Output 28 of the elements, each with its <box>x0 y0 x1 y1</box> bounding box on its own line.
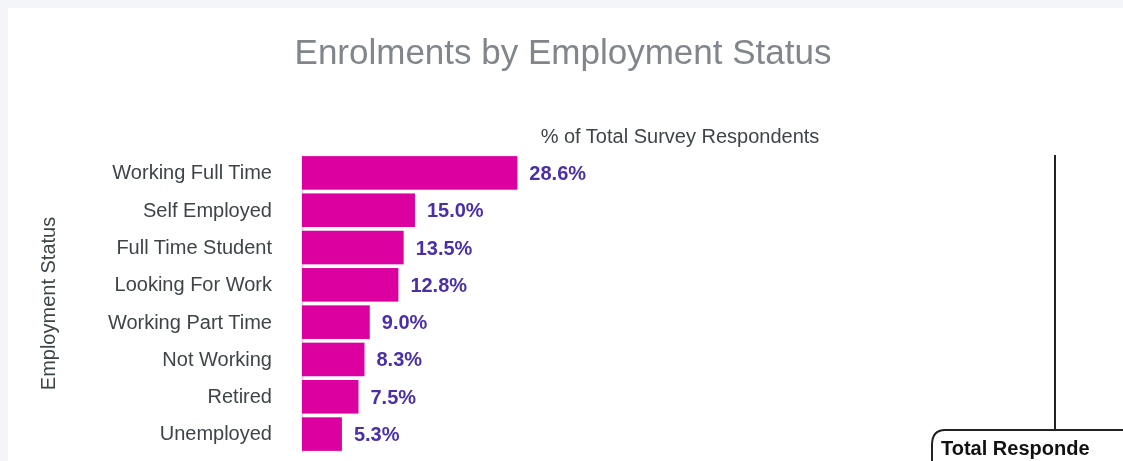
bar <box>302 305 370 339</box>
y-tick-label: Full Time Student <box>116 235 273 258</box>
bar <box>302 193 415 228</box>
y-axis-title: Employment Status <box>37 216 59 391</box>
annotation: Total Responde <box>941 437 1090 459</box>
y-tick-label: Retired <box>207 385 272 408</box>
y-tick-label: Working Part Time <box>107 310 272 333</box>
y-tick-label: Looking For Work <box>114 273 273 296</box>
data-label: 15.0% <box>426 199 484 222</box>
data-label: 7.5% <box>370 385 417 408</box>
bar <box>302 342 365 377</box>
x-axis-title: % of Total Survey Respondents <box>540 125 820 147</box>
data-label: 5.3% <box>353 423 400 446</box>
bar <box>302 417 342 451</box>
y-tick-label: Unemployed <box>159 422 272 445</box>
y-tick-label: Self Employed <box>143 198 272 221</box>
bar <box>302 268 399 302</box>
chart-title: Enrolments by Employment Status <box>294 32 832 71</box>
data-label: 13.5% <box>415 236 473 259</box>
data-label: 9.0% <box>381 311 428 334</box>
bar <box>302 156 518 190</box>
data-label: 28.6% <box>529 161 587 184</box>
bar <box>302 379 359 414</box>
y-tick-label: Not Working <box>162 347 272 370</box>
data-label: 12.8% <box>410 273 468 296</box>
y-tick-label: Working Full Time <box>112 161 272 184</box>
bar <box>302 230 404 265</box>
data-label: 8.3% <box>376 348 423 371</box>
